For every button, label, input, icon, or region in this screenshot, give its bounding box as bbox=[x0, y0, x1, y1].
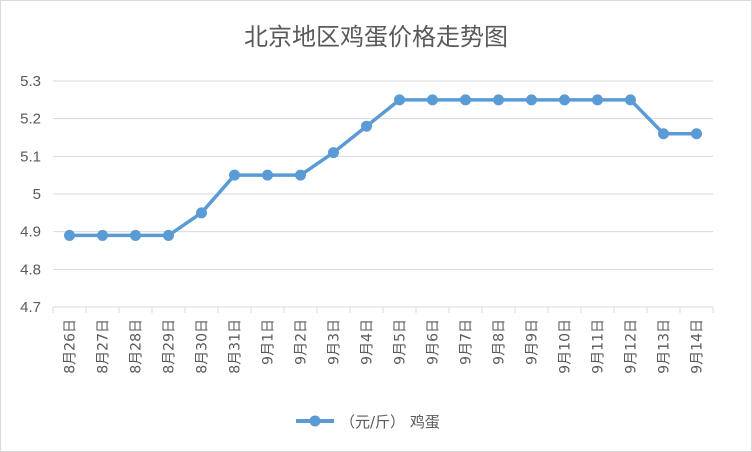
x-tick-label: 8月28日 bbox=[129, 319, 145, 374]
x-tick-label: 9月1日 bbox=[261, 319, 277, 365]
x-tick-label: 9月13日 bbox=[657, 319, 673, 374]
y-tick-label: 5.2 bbox=[20, 111, 41, 128]
data-point bbox=[163, 229, 174, 241]
data-point bbox=[229, 169, 240, 181]
x-tick-label: 8月29日 bbox=[162, 319, 178, 374]
x-tick-label: 9月6日 bbox=[426, 319, 442, 365]
legend-label: （元/斤） 鸡蛋 bbox=[340, 413, 440, 431]
x-tick-label: 8月31日 bbox=[228, 319, 244, 374]
y-tick-label: 4.8 bbox=[20, 261, 41, 278]
data-point bbox=[97, 229, 108, 241]
data-point bbox=[394, 94, 405, 106]
chart-title: 北京地区鸡蛋价格走势图 bbox=[244, 23, 508, 51]
x-tick-label: 8月26日 bbox=[63, 319, 79, 374]
x-tick-label: 9月2日 bbox=[294, 319, 310, 365]
x-tick-label: 9月9日 bbox=[525, 319, 541, 365]
x-axis: 8月26日 8月27日 8月28日 8月29日 8月30日 8月31日 9月1日 9月2日 9月… bbox=[52, 307, 714, 374]
x-tick-label: 9月7日 bbox=[459, 319, 475, 365]
y-tick-label: 5 bbox=[33, 186, 41, 203]
data-point bbox=[64, 229, 75, 241]
x-tick-label: 9月4日 bbox=[360, 319, 376, 365]
data-point bbox=[427, 94, 438, 106]
y-axis-ticks: 4.7 4.8 4.9 5 5.1 5.2 5.3 bbox=[20, 73, 41, 316]
x-tick-label: 8月30日 bbox=[195, 319, 211, 374]
data-point bbox=[493, 94, 504, 106]
data-point bbox=[691, 128, 702, 140]
data-point bbox=[658, 128, 669, 140]
data-point bbox=[592, 94, 603, 106]
x-tick-label: 9月8日 bbox=[492, 319, 508, 365]
series-line bbox=[67, 98, 699, 238]
data-point bbox=[625, 94, 636, 106]
series-layer bbox=[64, 94, 702, 241]
data-point bbox=[295, 169, 306, 181]
data-point bbox=[328, 147, 339, 159]
x-tick-label: 9月11日 bbox=[591, 319, 607, 374]
data-point bbox=[460, 94, 471, 106]
x-tick-label: 9月3日 bbox=[327, 319, 343, 365]
data-point bbox=[130, 229, 141, 241]
x-tick-label: 9月5日 bbox=[393, 319, 409, 365]
data-point bbox=[361, 120, 372, 132]
data-point bbox=[559, 94, 570, 106]
data-point bbox=[526, 94, 537, 106]
x-tick-label: 9月10日 bbox=[558, 319, 574, 374]
y-tick-label: 5.1 bbox=[20, 148, 41, 165]
data-point bbox=[196, 207, 207, 219]
gridlines bbox=[53, 80, 713, 308]
y-tick-label: 5.3 bbox=[20, 73, 41, 90]
data-point bbox=[262, 169, 273, 181]
y-tick-label: 4.7 bbox=[20, 299, 41, 316]
x-tick-label: 8月27日 bbox=[96, 319, 112, 374]
y-tick-label: 4.9 bbox=[20, 224, 41, 241]
legend: （元/斤） 鸡蛋 bbox=[296, 413, 440, 431]
legend-marker-swatch bbox=[309, 415, 321, 427]
x-tick-label: 9月14日 bbox=[690, 319, 706, 374]
x-tick-label: 9月12日 bbox=[624, 319, 640, 374]
